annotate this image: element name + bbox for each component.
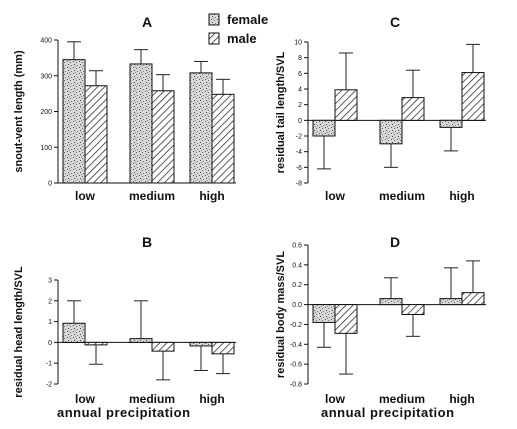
panel-b-bar-male-high (211, 341, 235, 355)
panel-b-y-tick-label: -1 (46, 361, 52, 368)
panel-a-y-tick-label: 200 (40, 109, 52, 116)
panel-d-y-tick-label: -0.8 (290, 382, 302, 389)
panel-a-category-label: high (199, 189, 224, 203)
x-axis-title-left: annual precipitation (57, 405, 191, 420)
panel-c-bar-male-low (334, 89, 358, 121)
panel-a-bar-male-medium (151, 90, 175, 184)
panel-c-category-label: low (325, 189, 346, 203)
panel-b-y-tick-label: 1 (48, 319, 52, 326)
panel-c-bar-female-low (312, 119, 336, 137)
panel-b-bar-male-low (84, 341, 108, 346)
panel-c-y-axis-title: residual tail length/SVL (275, 51, 287, 173)
panel-b-y-axis-title: residual head length/SVL (13, 266, 25, 398)
panel-c-y-tick-label: 2 (298, 102, 302, 109)
panel-a-y-tick-label: 300 (40, 73, 52, 80)
legend: female male (208, 12, 268, 46)
panel-c-y-tick-label: -8 (296, 181, 302, 188)
panel-d-y-tick-label: 0.6 (292, 243, 302, 250)
panel-d-y-tick-label: 0.4 (292, 262, 302, 269)
panel-c-bar-female-high (439, 119, 463, 128)
panel-c-y-tick-label: -4 (296, 149, 302, 156)
panel-c-y-tick-label: -6 (296, 165, 302, 172)
x-axis-title-right: annual precipitation (321, 405, 455, 420)
panel-b-category-label: high (199, 392, 224, 406)
panel-b-y-tick-label: -2 (46, 382, 52, 389)
panel-a-bar-male-low (84, 85, 108, 184)
panel-d-bar-female-high (439, 298, 463, 306)
panel-b-category-label: medium (129, 392, 175, 406)
panel-c-category-label: high (449, 189, 474, 203)
panel-b-bar-male-medium (151, 341, 175, 352)
panel-a-bar-female-medium (129, 63, 153, 184)
panel-a-y-tick-label: 400 (40, 38, 52, 45)
panel-a-y-axis-title: snout-vent length (mm) (13, 50, 25, 173)
panel-a-category-label: low (75, 189, 96, 203)
panel-c-title: C (390, 14, 400, 30)
panel-c-y-tick-label: 6 (298, 71, 302, 78)
panel-d-bar-male-high (461, 292, 485, 306)
panel-d-bar-female-low (312, 304, 336, 323)
panel-d-category-label: high (449, 392, 474, 406)
panel-c-chart: C -8 -6 -4 -2 0 2 4 6 8 10 residual tail length/SVL… (275, 14, 486, 203)
panel-d-chart: D -0.8 -0.6 -0.4 -0.2 0.0 0.2 0.4 0.6 residual bo… (275, 234, 486, 406)
panel-d-y-tick-label: -0.2 (290, 322, 302, 329)
panel-a-bar-male-high (211, 93, 235, 184)
panel-a-bar-female-low (62, 59, 86, 184)
panel-d-y-tick-label: -0.4 (290, 342, 302, 349)
panel-c-bar-female-medium (379, 119, 403, 145)
panel-b-bar-female-medium (129, 338, 153, 343)
panel-d-title: D (390, 234, 400, 250)
panel-d-category-label: medium (379, 392, 425, 406)
panel-d-y-tick-label: 0.2 (292, 282, 302, 289)
panel-d-bar-male-medium (401, 304, 425, 316)
panel-b-y-tick-label: 2 (48, 298, 52, 305)
panel-b-chart: B -2 -1 0 1 2 3 residual head length/SVL low medi… (13, 234, 236, 406)
panel-a-bar-female-high (189, 72, 213, 184)
panel-d-y-axis-title: residual body mass/SVL (275, 251, 287, 378)
panel-a-chart: A 0 100 200 300 400 snout-vent length (mm) low m… (13, 14, 236, 203)
panel-d-bar-male-low (334, 304, 358, 334)
legend-female-swatch (208, 13, 220, 26)
panel-b-category-label: low (75, 392, 96, 406)
panel-a-category-label: medium (129, 189, 175, 203)
panel-b-y-tick-label: 0 (48, 340, 52, 347)
legend-male-label: male (227, 31, 257, 46)
panel-a-y-tick-label: 0 (48, 181, 52, 188)
panel-c-y-tick-label: -2 (296, 134, 302, 141)
panel-b-title: B (142, 234, 152, 250)
panel-d-y-tick-label: -0.6 (290, 362, 302, 369)
panel-d-bar-female-medium (379, 298, 403, 306)
panel-b-y-tick-label: 3 (48, 278, 52, 285)
panel-d-y-tick-label: 0.0 (292, 302, 302, 309)
panel-c-bar-male-high (461, 72, 485, 121)
panel-a-y-tick-label: 100 (40, 145, 52, 152)
panel-d-category-label: low (325, 392, 346, 406)
panel-b-bar-female-high (189, 341, 213, 347)
panel-c-y-tick-label: 8 (298, 55, 302, 62)
panel-c-category-label: medium (379, 189, 425, 203)
panel-c-y-tick-label: 10 (294, 40, 302, 47)
panel-c-bar-male-medium (401, 97, 425, 121)
panel-c-y-tick-label: 4 (298, 87, 302, 94)
legend-male-swatch (208, 32, 220, 45)
panel-a-title: A (142, 14, 152, 30)
legend-female-label: female (227, 12, 268, 27)
panel-b-bar-female-low (62, 322, 86, 343)
panel-c-y-tick-label: 0 (298, 118, 302, 125)
